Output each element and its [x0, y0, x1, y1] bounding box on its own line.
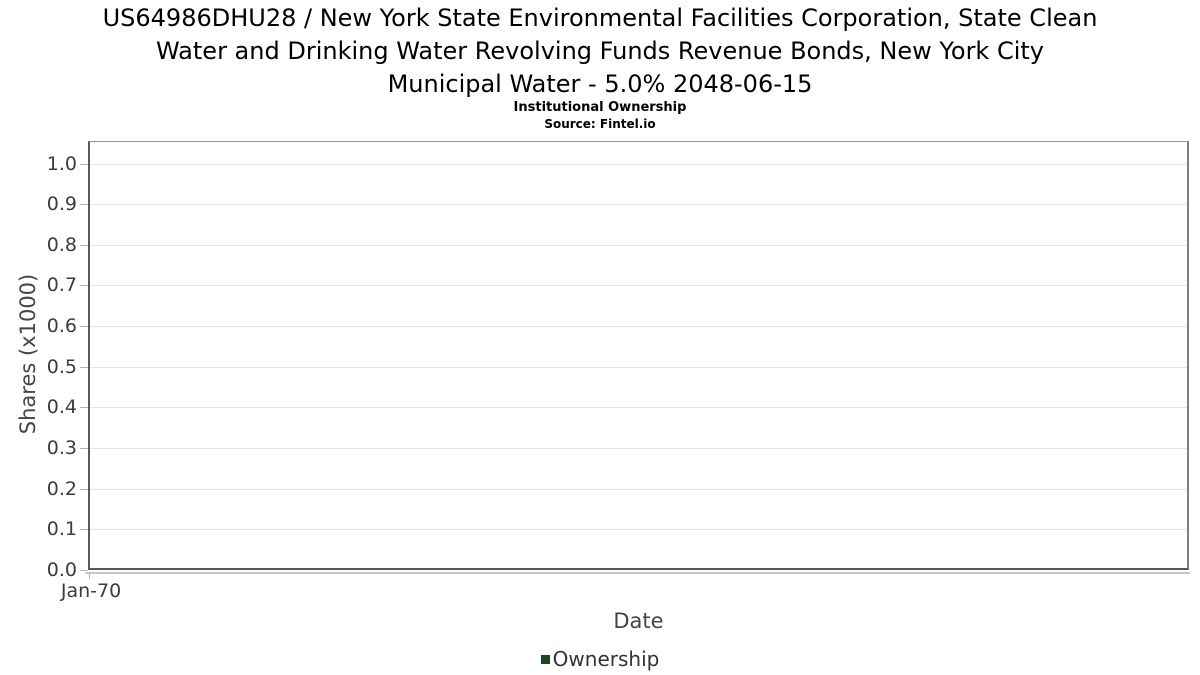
chart-title: US64986DHU28 / New York State Environmen…: [0, 2, 1200, 101]
gridline: [90, 204, 1187, 206]
chart-subtitle: Institutional Ownership: [513, 100, 687, 115]
gridline: [90, 407, 1187, 409]
gridline: [90, 326, 1187, 328]
y-tick-mark: [80, 285, 88, 287]
chart-title-line: Municipal Water - 5.0% 2048-06-15: [387, 70, 813, 98]
x-tick-mark: [89, 574, 90, 579]
x-axis-line: [85, 572, 1190, 574]
y-tick-label: 0.0: [46, 559, 77, 581]
y-tick-label: 0.5: [46, 355, 77, 378]
y-tick-mark: [80, 529, 88, 531]
gridline: [90, 488, 1187, 490]
y-tick-label: 0.8: [46, 233, 77, 256]
chart-title-line: Water and Drinking Water Revolving Funds…: [155, 37, 1044, 65]
gridline: [90, 244, 1187, 246]
legend-square-icon: [540, 654, 550, 664]
x-tick-label: Jan-70: [60, 580, 122, 602]
gridline: [90, 285, 1187, 287]
y-tick-label: 0.9: [46, 193, 77, 216]
legend-label: Ownership: [552, 647, 660, 671]
gridline: [90, 529, 1187, 531]
chart-title-line: US64986DHU28 / New York State Environmen…: [102, 4, 1098, 32]
chart-source: Source: Fintel.io: [544, 117, 656, 131]
y-tick-label: 0.1: [46, 518, 77, 541]
y-tick-mark: [80, 407, 88, 409]
y-tick-label: 0.7: [46, 274, 77, 297]
gridline: [90, 163, 1187, 165]
legend: Ownership: [0, 646, 1200, 672]
y-tick-mark: [80, 366, 88, 368]
y-axis-title: Shares (x1000): [16, 273, 40, 435]
gridline: [90, 366, 1187, 368]
gridline: [90, 448, 1187, 450]
x-axis-title: Date: [613, 609, 664, 633]
y-tick-label: 0.3: [46, 437, 77, 460]
y-tick-label: 0.4: [46, 396, 77, 419]
y-tick-mark: [80, 448, 88, 450]
y-tick-mark: [80, 163, 88, 165]
y-tick-label: 1.0: [46, 152, 77, 175]
plot-area: [88, 141, 1189, 570]
y-tick-mark: [80, 204, 88, 206]
y-tick-mark: [80, 244, 88, 246]
y-tick-label: 0.2: [46, 477, 77, 500]
y-tick-mark: [80, 488, 88, 490]
y-tick-label: 0.6: [46, 315, 77, 338]
y-tick-mark: [80, 326, 88, 328]
y-tick-mark: [80, 570, 88, 571]
